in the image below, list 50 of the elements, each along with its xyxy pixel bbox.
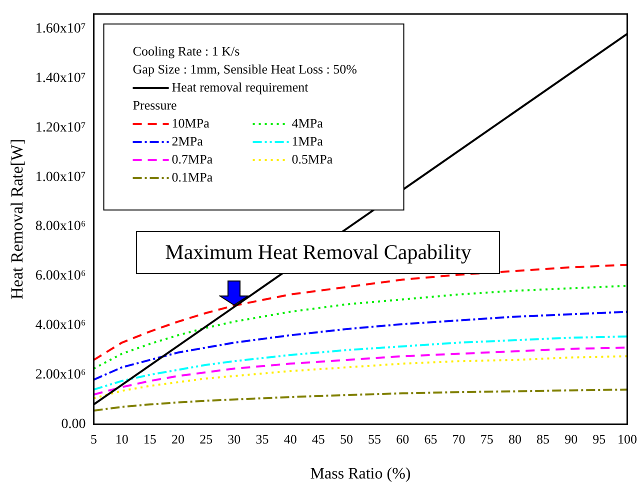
x-tick-label: 20 xyxy=(172,431,185,446)
y-tick-label: 1.40x10⁷ xyxy=(35,70,86,86)
y-axis-title: Heat Removal Rate[W] xyxy=(8,138,27,300)
x-tick-label: 85 xyxy=(536,431,550,446)
y-tick-label: 8.00x10⁶ xyxy=(35,219,86,234)
x-tick-label: 90 xyxy=(564,431,578,446)
line-series xyxy=(94,335,628,391)
line-series xyxy=(94,388,628,412)
x-tick-label: 40 xyxy=(284,431,297,446)
x-tick-label: 25 xyxy=(200,431,213,446)
legend-label: 0.7MPa xyxy=(172,151,213,166)
legend-label: 2MPa xyxy=(172,133,204,148)
x-tick-label: 45 xyxy=(312,431,325,446)
y-tick-label: 1.20x10⁷ xyxy=(35,120,86,136)
line-series xyxy=(94,310,628,381)
x-tick-label: 70 xyxy=(452,431,466,446)
x-tick-label: 60 xyxy=(396,431,410,446)
legend-label: 4MPa xyxy=(292,115,324,130)
x-tick-label: 75 xyxy=(480,431,494,446)
x-tick-label: 30 xyxy=(228,431,241,446)
x-tick-label: 15 xyxy=(143,431,156,446)
y-tick-label: 1.00x10⁷ xyxy=(35,170,86,185)
x-tick-label: 65 xyxy=(424,431,438,446)
line-series xyxy=(94,264,628,361)
annotation: Maximum Heat Removal Capability xyxy=(136,230,500,274)
legend-label: 0.5MPa xyxy=(292,151,333,166)
legend-label: 10MPa xyxy=(172,115,210,130)
x-tick-label: 5 xyxy=(90,431,98,446)
line-series xyxy=(94,346,628,396)
annotation: Gap Size : 1mm, Sensible Heat Loss : 50% xyxy=(132,61,358,76)
y-tick-label: 1.60x10⁷ xyxy=(35,22,86,36)
x-tick-label: 95 xyxy=(592,431,606,446)
x-tick-label: 10 xyxy=(115,431,128,446)
x-tick-label: 55 xyxy=(368,431,382,446)
annotation: Cooling Rate : 1 K/s xyxy=(132,43,240,58)
y-tick-label: 4.00x10⁶ xyxy=(35,318,86,334)
y-tick-label: 2.00x10⁶ xyxy=(35,367,86,382)
y-tick-label: 0.00 xyxy=(61,416,86,432)
x-tick-label: 35 xyxy=(256,431,269,446)
x-tick-label: 80 xyxy=(508,431,522,446)
legend-label: Heat removal requirement xyxy=(172,79,309,94)
legend-title: Pressure xyxy=(132,97,178,112)
line-series xyxy=(94,355,628,400)
legend-label: 1MPa xyxy=(292,133,324,148)
y-tick-label: 6.00x10⁶ xyxy=(35,268,86,284)
x-axis-title: Mass Ratio (%) xyxy=(310,466,411,483)
legend-label: 0.1MPa xyxy=(172,169,213,184)
line-series xyxy=(94,284,628,370)
x-tick-label: 50 xyxy=(340,431,353,446)
x-tick-label: 100 xyxy=(618,431,637,446)
